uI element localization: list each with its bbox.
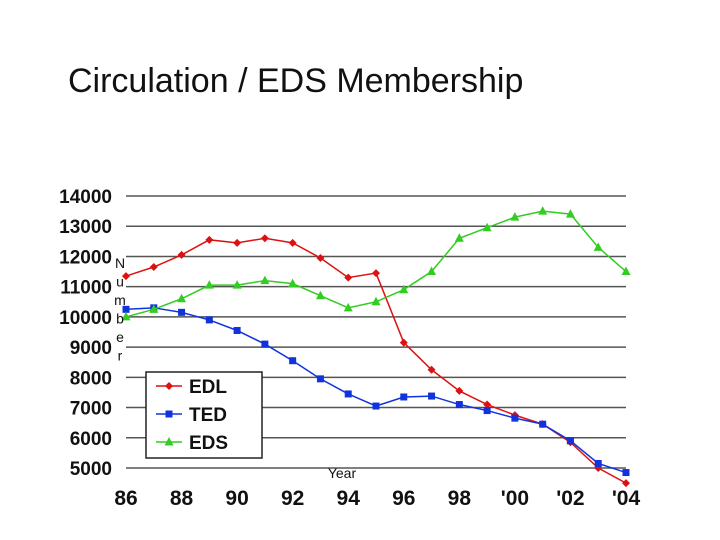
- data-point: [177, 293, 187, 303]
- y-tick-label: 7000: [70, 399, 112, 420]
- legend-label: TED: [189, 405, 227, 426]
- data-point: [427, 266, 437, 276]
- legend-label: EDL: [189, 377, 227, 398]
- legend-marker: [164, 437, 174, 446]
- y-tick-label: 14000: [59, 187, 112, 208]
- data-point: [149, 263, 158, 272]
- data-point: [177, 250, 186, 259]
- x-tick-label: 86: [114, 487, 137, 510]
- data-point: [538, 206, 548, 215]
- y-axis-label-letter: r: [118, 348, 123, 364]
- x-tick-label: '02: [556, 487, 584, 510]
- data-point: [204, 280, 214, 289]
- data-point: [400, 393, 408, 401]
- y-axis-label-letter: e: [116, 329, 124, 345]
- data-point: [316, 375, 324, 383]
- y-tick-label: 8000: [70, 368, 112, 389]
- x-tick-label: '04: [612, 487, 641, 510]
- data-point: [511, 414, 519, 422]
- x-tick-label: 96: [392, 487, 415, 510]
- data-point: [260, 275, 270, 285]
- y-axis-ticks: 5000 6000 7000 8000 9000 10000 11000 12000 13000…: [59, 187, 112, 480]
- legend-item-edl: EDL: [156, 377, 227, 398]
- data-point: [454, 233, 464, 242]
- y-axis-label-letter: N: [115, 255, 125, 271]
- data-point: [122, 272, 130, 281]
- data-point: [289, 357, 297, 365]
- data-point: [622, 479, 630, 488]
- data-point: [261, 340, 269, 348]
- slide-title: Circulation / EDS Membership: [68, 62, 524, 100]
- data-point: [260, 234, 269, 243]
- data-point: [372, 269, 380, 278]
- data-point: [593, 242, 603, 251]
- legend-marker: [165, 410, 173, 418]
- data-point: [483, 407, 491, 415]
- x-tick-label: 92: [281, 487, 304, 510]
- x-tick-label: 90: [225, 487, 248, 510]
- data-point: [565, 209, 575, 218]
- y-tick-label: 10000: [59, 308, 112, 329]
- data-point: [455, 401, 463, 409]
- data-point: [427, 365, 436, 374]
- legend: EDL TED EDS: [145, 371, 263, 459]
- data-point: [399, 338, 408, 347]
- legend-marker: [165, 382, 173, 390]
- data-point: [232, 280, 242, 289]
- legend-item-ted: TED: [156, 405, 227, 426]
- data-point: [316, 253, 325, 262]
- x-tick-label: 98: [448, 487, 472, 510]
- data-point: [344, 273, 353, 282]
- data-point: [315, 290, 325, 300]
- data-point: [428, 392, 436, 400]
- data-point: [510, 212, 520, 221]
- data-point: [288, 278, 298, 288]
- data-point: [539, 420, 547, 428]
- data-point: [149, 304, 159, 313]
- x-axis-label: Year: [328, 465, 357, 481]
- legend-label: EDS: [189, 433, 228, 454]
- y-axis-label-letter: u: [116, 274, 124, 290]
- x-axis-ticks: 86 88 90 92 94 96 98 '00 '02 '04: [114, 487, 640, 510]
- y-tick-label: 6000: [70, 429, 112, 450]
- data-point: [178, 308, 186, 316]
- data-point: [622, 469, 630, 477]
- data-point: [205, 316, 213, 324]
- data-point: [343, 302, 353, 312]
- data-point: [122, 305, 130, 313]
- data-point: [344, 390, 352, 398]
- data-point: [455, 386, 464, 395]
- data-point: [371, 296, 381, 306]
- data-point: [233, 326, 241, 334]
- y-tick-label: 5000: [70, 459, 112, 480]
- data-point: [594, 459, 602, 467]
- x-tick-label: 88: [170, 487, 194, 510]
- y-axis-label-letter: m: [114, 292, 126, 308]
- y-tick-label: 11000: [60, 278, 112, 299]
- y-tick-label: 9000: [70, 338, 112, 359]
- data-point: [205, 235, 214, 244]
- x-tick-label: 94: [337, 487, 361, 510]
- data-point: [482, 222, 492, 232]
- series-eds: [121, 206, 631, 321]
- y-axis-label-letter: b: [116, 311, 124, 327]
- data-point: [233, 238, 242, 247]
- data-point: [399, 284, 409, 294]
- data-point: [621, 266, 631, 276]
- y-tick-label: 12000: [59, 247, 112, 268]
- data-point: [566, 437, 574, 445]
- x-tick-label: '00: [501, 487, 529, 510]
- data-point: [372, 402, 380, 410]
- legend-item-eds: EDS: [156, 433, 228, 454]
- data-point: [288, 238, 297, 247]
- data-point: [483, 400, 492, 409]
- y-tick-label: 13000: [59, 217, 112, 238]
- series-group: [121, 206, 631, 488]
- data-point: [121, 311, 131, 321]
